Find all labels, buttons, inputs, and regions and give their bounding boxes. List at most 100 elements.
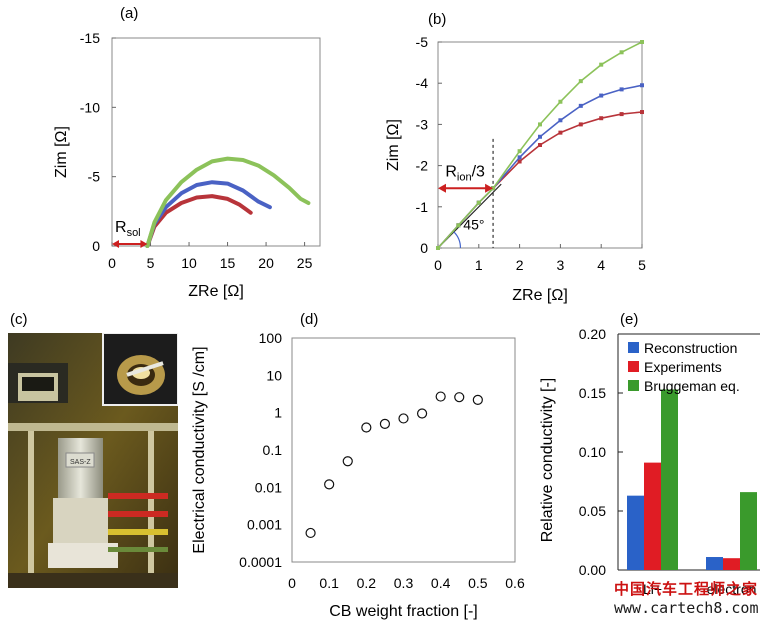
panel-label-c: (c) (10, 311, 28, 328)
chart-b-point-green (456, 223, 461, 228)
chart-a-ylabel: Zim [Ω] (53, 126, 70, 178)
chart-b-point-red (619, 112, 624, 117)
chart-a-xtick-label: 20 (258, 255, 274, 271)
chart-b-point-red (558, 130, 563, 135)
chart-e-category-label: Li+ (643, 581, 662, 597)
chart-b-point-red (640, 110, 644, 115)
chart-a-xlabel: ZRe [Ω] (188, 283, 244, 300)
chart-b-point-blue (578, 103, 583, 108)
measurement-setup-photo: SAS-Z (8, 333, 178, 588)
chart-a-ytick-label: 0 (92, 238, 100, 254)
chart-b-xtick-label: 3 (557, 257, 565, 273)
chart-d-ytick-label: 0.1 (263, 442, 283, 458)
chart-b-ytick-label: 0 (420, 240, 428, 256)
chart-b-point-blue (538, 134, 542, 139)
watermark-chinese-text: 中国汽车工程师之家 (614, 580, 759, 598)
chart-d-xtick-label: 0.1 (319, 575, 339, 591)
panel-label-b: (b) (428, 11, 446, 28)
chart-e-bar-bruggeman-eq--1 (740, 492, 757, 570)
chart-b-xlabel: ZRe [Ω] (512, 287, 568, 304)
chart-e-ytick-label: 0.00 (579, 562, 606, 578)
chart-b-point-blue (619, 87, 624, 92)
chart-b-point-green (517, 149, 522, 154)
chart-e-ytick-label: 0.05 (579, 503, 606, 519)
chart-e-ytick-label: 0.20 (579, 326, 606, 342)
panel-label-e: (e) (620, 311, 638, 328)
chart-e-bar-experiments-0 (644, 462, 661, 570)
chart-a-ytick-label: -15 (80, 30, 100, 46)
chart-b-point-green (599, 62, 604, 67)
chart-b-ytick-label: -3 (416, 116, 429, 132)
chart-d-point (305, 527, 316, 539)
chart-b-ytick-label: -4 (416, 75, 429, 91)
chart-b-ytick-label: -2 (416, 158, 429, 174)
chart-e-bar-experiments-1 (723, 558, 740, 570)
panel-label-a: (a) (120, 5, 138, 22)
chart-d-point (324, 479, 335, 490)
chart-e-bar-reconstruction-1 (706, 557, 723, 570)
watermark: 中国汽车工程师之家 www.cartech8.com (612, 577, 759, 625)
chart-b-ylabel: Zim [Ω] (385, 119, 402, 171)
photo-sample-tag: SAS-Z (70, 459, 91, 466)
chart-d-conductivity-scatter: 0 0.1 0.2 0.3 0.4 0.5 0.6 0.0001 0.001 0.01 0.1 1 10… (191, 330, 525, 620)
chart-e-legend-swatch (628, 342, 639, 353)
chart-d-point (379, 418, 391, 430)
panel-label-d: (d) (300, 311, 318, 328)
chart-b-point-red (578, 122, 583, 127)
chart-d-xtick-label: 0.4 (431, 575, 451, 591)
chart-b-angle-arc (453, 231, 462, 249)
chart-d-xtick-label: 0.5 (468, 575, 488, 591)
chart-b-xtick-label: 1 (475, 257, 483, 273)
chart-b-point-blue (640, 83, 644, 88)
chart-e-ytick-label: 0.10 (579, 444, 606, 460)
chart-d-ytick-label: 100 (259, 330, 283, 346)
chart-d-frame (291, 337, 516, 563)
chart-b-xtick-label: 0 (434, 257, 442, 273)
chart-b-xtick-label: 2 (516, 257, 524, 273)
chart-b-ytick-label: -5 (416, 34, 429, 50)
chart-d-ylabel: Electrical conductivity [S /cm] (191, 346, 208, 553)
chart-b-point-green (538, 122, 542, 127)
chart-a-ytick-label: -10 (80, 99, 100, 115)
chart-b-point-green (578, 79, 583, 84)
chart-b-point-green (640, 40, 644, 44)
chart-d-xtick-label: 0.2 (357, 575, 377, 591)
chart-a-xtick-label: 25 (297, 255, 313, 271)
watermark-url: www.cartech8.com (614, 599, 759, 617)
chart-b-point-green (436, 246, 440, 250)
chart-b-point-red (517, 159, 522, 164)
chart-b-point-blue (517, 155, 522, 160)
chart-e-relative-conductivity-bars: 0.00 0.05 0.10 0.15 0.20 Relative conductivit… (539, 326, 760, 597)
chart-d-ytick-label: 0.01 (255, 479, 282, 495)
chart-a-rsol-arrowhead-left (112, 240, 119, 248)
chart-e-legend-swatch (628, 380, 639, 391)
chart-d-xtick-label: 0.3 (394, 575, 414, 591)
chart-b-xtick-label: 5 (638, 257, 646, 273)
chart-d-xlabel: CB weight fraction [-] (329, 603, 478, 620)
chart-d-xtick-label: 0 (288, 575, 296, 591)
chart-b-nyquist-zoom: 0 1 2 3 4 5 0 -1 -2 -3 -4 -5 ZRe [Ω] Zim [Ω] 45° Rion/3 (385, 34, 646, 304)
chart-e-legend-label: Bruggeman eq. (644, 378, 740, 394)
chart-d-ytick-label: 1 (274, 405, 282, 421)
chart-d-point (361, 422, 372, 433)
chart-a-ytick-label: -5 (88, 169, 101, 185)
chart-b-point-red (599, 116, 604, 121)
chart-b-ytick-label: -1 (416, 199, 429, 215)
chart-e-bar-bruggeman-eq--0 (661, 389, 678, 570)
chart-d-ytick-label: 0.001 (247, 517, 282, 533)
chart-d-xtick-label: 0.6 (505, 575, 525, 591)
chart-e-legend-label: Experiments (644, 359, 722, 375)
chart-e-legend-label: Reconstruction (644, 340, 737, 356)
chart-b-point-green (558, 99, 563, 104)
chart-d-point (472, 394, 483, 405)
chart-d-ytick-label: 0.0001 (239, 554, 282, 570)
chart-d-ytick-label: 10 (266, 367, 282, 383)
chart-a-series-red (145, 194, 253, 248)
chart-b-point-blue (599, 93, 604, 98)
chart-b-point-red (538, 143, 542, 147)
chart-d-point (342, 456, 353, 467)
chart-a-xtick-label: 15 (220, 255, 236, 271)
chart-e-legend-swatch (628, 361, 639, 372)
chart-d-point (416, 408, 428, 419)
chart-a-rsol-arrowhead-right (140, 240, 148, 248)
